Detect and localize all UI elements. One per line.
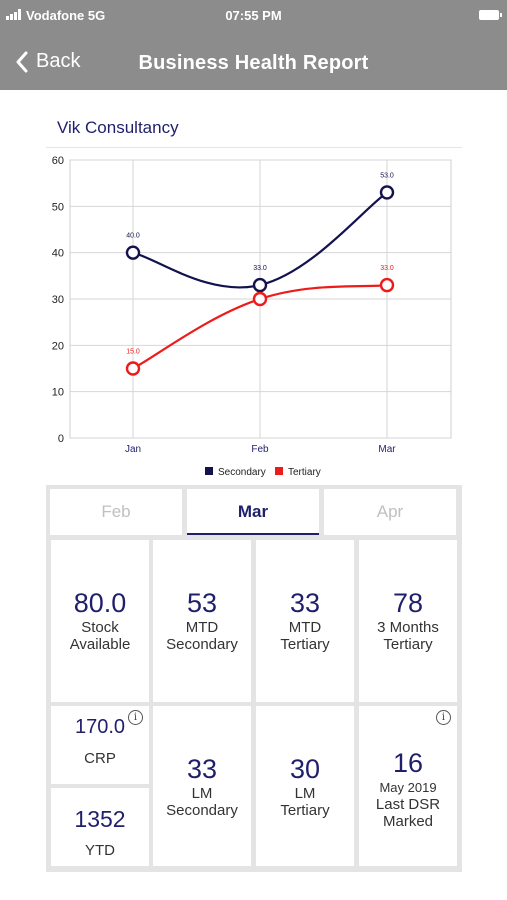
data-point-tertiary xyxy=(252,291,268,307)
back-button[interactable]: Back xyxy=(16,50,80,73)
lm-secondary-label-line1: LM xyxy=(191,785,213,802)
card-mtd-secondary: 53 MTD Secondary xyxy=(153,540,251,702)
data-label-secondary: 53.0 xyxy=(380,172,394,179)
signal-icon xyxy=(6,9,22,20)
tab-apr[interactable]: Apr xyxy=(324,489,456,535)
info-icon[interactable]: i xyxy=(436,710,451,725)
company-name: Vik Consultancy xyxy=(57,118,179,137)
page-title: Business Health Report xyxy=(138,52,369,74)
three-months-value: 78 xyxy=(392,588,424,618)
status-bar: Vodafone 5G 07:55 PM xyxy=(0,0,507,30)
card-stock-available: 80.0 Stock Available xyxy=(51,540,149,702)
card-crp: i 170.0 CRP xyxy=(51,706,149,784)
stock-label-line1: Stock xyxy=(81,619,119,636)
stock-value: 80.0 xyxy=(73,588,127,618)
info-icon[interactable]: i xyxy=(128,710,143,725)
card-mtd-tertiary: 33 MTD Tertiary xyxy=(256,540,354,702)
dsr-value: 16 xyxy=(392,748,424,778)
x-tick-label: Feb xyxy=(251,444,269,455)
data-label-secondary: 40.0 xyxy=(126,233,140,240)
data-label-secondary: 33.0 xyxy=(253,265,267,272)
carrier-name: Vodafone 5G xyxy=(26,8,106,23)
mtd-secondary-value: 53 xyxy=(186,588,218,618)
chevron-left-icon xyxy=(16,51,28,72)
data-point-secondary xyxy=(379,185,395,200)
mtd-secondary-label-line1: MTD xyxy=(185,619,219,636)
mtd-tertiary-label-line1: MTD xyxy=(288,619,322,636)
legend-swatch-secondary xyxy=(205,467,213,475)
y-tick-label: 40 xyxy=(52,248,64,260)
divider xyxy=(46,147,462,148)
three-months-label-line1: 3 Months xyxy=(377,619,439,636)
card-3-months-tertiary: 78 3 Months Tertiary xyxy=(359,540,457,702)
card-last-dsr: i 16 May 2019 Last DSR Marked xyxy=(359,706,457,866)
mtd-secondary-label-line2: Secondary xyxy=(166,636,238,653)
crp-label: CRP xyxy=(84,750,116,767)
lm-tertiary-value: 30 xyxy=(289,754,321,784)
lm-secondary-value: 33 xyxy=(186,754,218,784)
tab-feb[interactable]: Feb xyxy=(50,489,182,535)
y-tick-label: 60 xyxy=(52,155,64,167)
y-tick-label: 0 xyxy=(58,433,64,445)
lm-secondary-label-line2: Secondary xyxy=(166,802,238,819)
legend-label-tertiary: Tertiary xyxy=(288,467,321,478)
data-label-tertiary: 33.0 xyxy=(380,265,394,272)
dsr-label-line1: Last DSR xyxy=(375,796,441,813)
tab-mar[interactable]: Mar xyxy=(187,489,319,535)
x-tick-label: Mar xyxy=(378,444,396,455)
card-lm-tertiary: 30 LM Tertiary xyxy=(256,706,354,866)
data-point-tertiary xyxy=(379,277,395,293)
three-months-label-line2: Tertiary xyxy=(383,636,433,653)
y-tick-label: 30 xyxy=(52,294,64,306)
stats-panel: Feb Mar Apr 80.0 Stock Available 53 MTD … xyxy=(46,485,462,872)
mtd-tertiary-value: 33 xyxy=(289,588,321,618)
dsr-date: May 2019 xyxy=(379,780,437,795)
legend-label-secondary: Secondary xyxy=(218,467,266,478)
card-ytd: 1352 YTD xyxy=(51,788,149,866)
ytd-label: YTD xyxy=(85,842,115,859)
x-tick-label: Jan xyxy=(125,444,141,455)
y-tick-label: 50 xyxy=(52,201,64,213)
data-label-tertiary: 15.0 xyxy=(126,349,140,356)
stock-label-line2: Available xyxy=(69,636,131,653)
lm-tertiary-label-line1: LM xyxy=(294,785,316,802)
legend-swatch-tertiary xyxy=(275,467,283,475)
status-time: 07:55 PM xyxy=(225,8,282,23)
data-point-secondary xyxy=(252,277,268,293)
nav-bar: Back Business Health Report xyxy=(0,40,507,86)
crp-value: 170.0 xyxy=(74,716,126,738)
data-point-secondary xyxy=(125,245,141,260)
card-lm-secondary: 33 LM Secondary xyxy=(153,706,251,866)
lm-tertiary-label-line2: Tertiary xyxy=(280,802,330,819)
ytd-value: 1352 xyxy=(74,806,126,832)
y-tick-label: 20 xyxy=(52,340,64,352)
app-header: Vodafone 5G 07:55 PM Back Business Healt… xyxy=(0,0,507,90)
dsr-label-line2: Marked xyxy=(382,813,434,830)
back-label: Back xyxy=(36,50,81,72)
mtd-tertiary-label-line2: Tertiary xyxy=(280,636,330,653)
line-chart: 0 10 20 30 40 50 60 Jan Feb Mar 40.0 33.0 53.0 15.0 33… xyxy=(52,155,452,478)
battery-icon xyxy=(479,10,502,20)
data-point-tertiary xyxy=(125,361,141,376)
y-tick-label: 10 xyxy=(52,387,64,399)
